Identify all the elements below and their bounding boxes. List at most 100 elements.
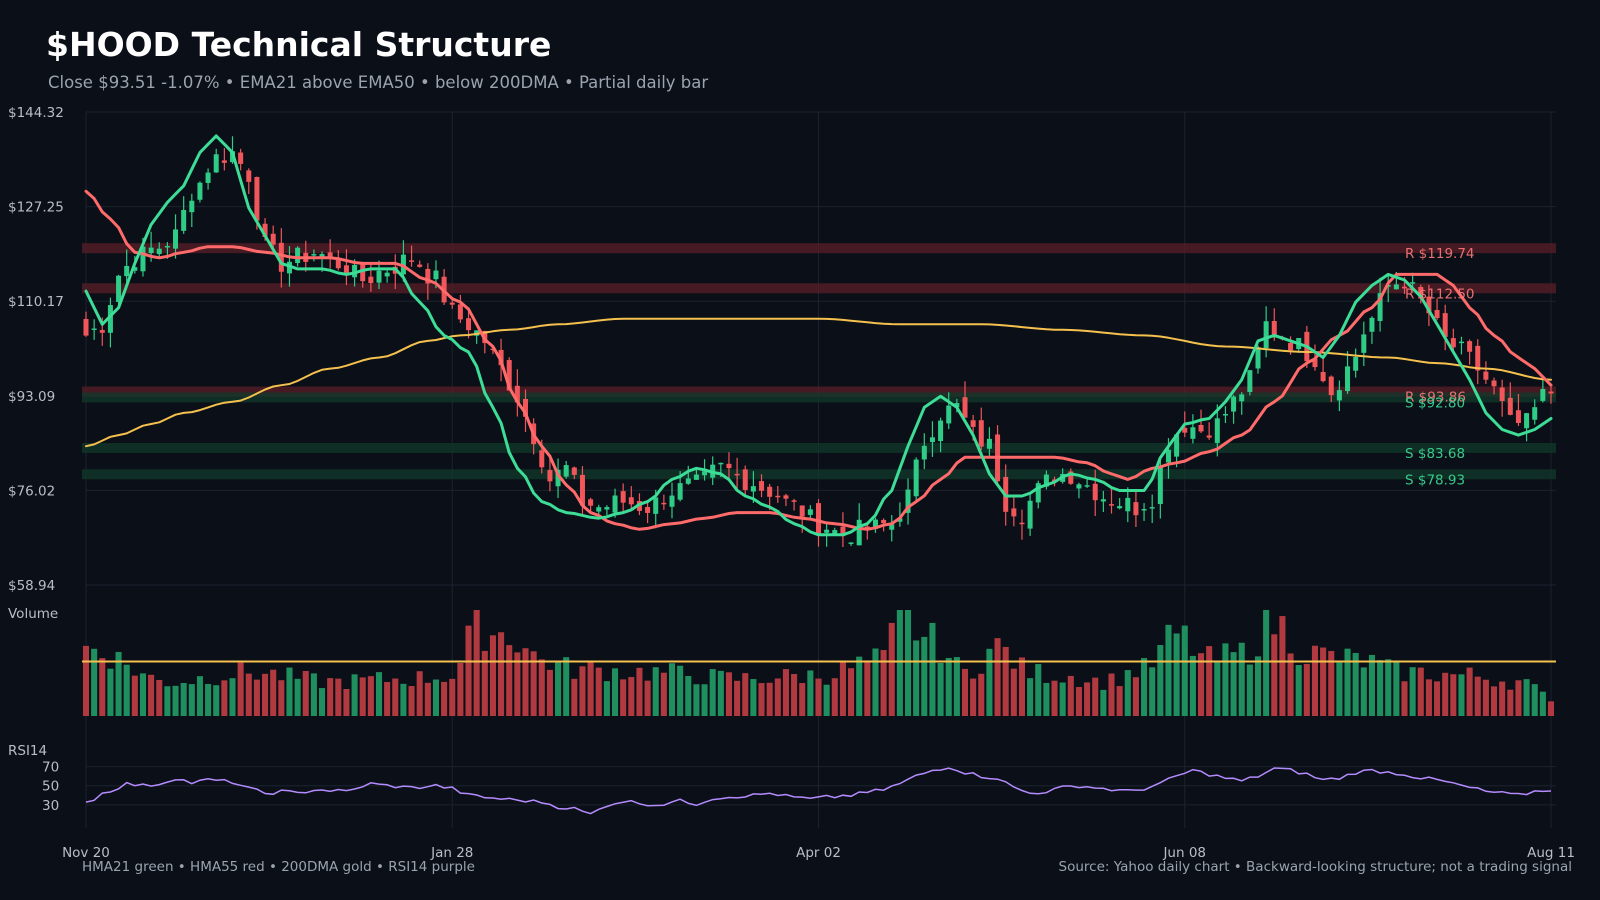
candle-body — [91, 328, 97, 330]
volume-bar — [1084, 682, 1091, 716]
volume-bar — [302, 670, 309, 716]
volume-bar — [1482, 679, 1489, 716]
candle-body — [555, 469, 561, 487]
volume-bar — [1157, 645, 1164, 716]
volume-bar — [1075, 687, 1082, 716]
volume-bar — [156, 679, 163, 716]
resistance-level-label: R $119.74 — [1405, 246, 1475, 262]
volume-bar — [1181, 625, 1188, 716]
volume-bar — [636, 667, 643, 716]
footer-legend: HMA21 green • HMA55 red • 200DMA gold • … — [82, 859, 475, 875]
support-band — [82, 442, 1556, 453]
candle-body — [775, 495, 781, 498]
resistance-band — [82, 283, 1556, 294]
candle-body — [929, 437, 935, 443]
volume-bar — [579, 666, 586, 716]
candle-body — [579, 474, 585, 506]
volume-bar — [123, 664, 130, 716]
volume-bar — [717, 670, 724, 716]
candle-body — [881, 519, 887, 524]
candle-body — [702, 471, 708, 476]
candle-body — [254, 177, 260, 221]
candle-body — [449, 302, 455, 305]
volume-bar — [563, 657, 570, 716]
candle-body — [132, 267, 138, 271]
volume-bar — [986, 648, 993, 716]
level-labels: R $119.74 R $112.50 R $93.86S $92.80 S $83.… — [1405, 246, 1475, 488]
volume-bar — [1214, 660, 1221, 716]
candle-body — [433, 270, 439, 280]
volume-bar — [799, 683, 806, 716]
volume-bar — [677, 665, 684, 716]
volume-bar — [213, 685, 220, 716]
candle-body — [1336, 390, 1342, 401]
hma21-line — [84, 134, 1553, 537]
volume-bar — [1197, 653, 1205, 716]
volume-bar — [343, 689, 350, 716]
candle-body — [946, 405, 952, 424]
volume-bar — [221, 680, 228, 716]
volume-bar — [522, 648, 529, 716]
rsi-tick-label: 70 — [42, 760, 59, 776]
candle-body — [205, 172, 211, 183]
candle-body — [872, 519, 878, 529]
candle-body — [832, 530, 838, 536]
candle-body — [840, 526, 846, 537]
date-tick-label: Jan 28 — [430, 845, 473, 861]
candle-body — [856, 519, 862, 546]
volume-bar — [587, 661, 594, 716]
volume-bar — [693, 684, 700, 716]
candle-body — [270, 233, 276, 245]
volume-bar — [872, 648, 879, 716]
volume-bar — [1547, 701, 1555, 716]
volume-bar — [498, 632, 505, 716]
volume-bar — [685, 675, 692, 716]
candle-body — [1247, 370, 1253, 393]
candle-body — [335, 259, 341, 269]
volume-bar — [310, 673, 317, 716]
candle-body — [1418, 286, 1424, 299]
support-band — [82, 469, 1556, 480]
volume-bar — [1523, 679, 1530, 716]
volume-bar — [913, 640, 920, 716]
candle-body — [83, 318, 89, 336]
candle-body — [1206, 435, 1212, 438]
candle-body — [1157, 465, 1163, 505]
volume-bar — [1385, 659, 1392, 716]
candle-body — [1499, 387, 1505, 402]
volume-bar — [725, 672, 733, 716]
volume-bar — [1051, 680, 1058, 716]
candle-body — [1027, 500, 1033, 529]
candle-body — [1442, 313, 1448, 337]
price-tick-label: $110.17 — [8, 294, 64, 310]
candle-body — [417, 264, 423, 267]
candle-body — [783, 495, 789, 499]
volume-bar — [1393, 661, 1400, 716]
volume-bar — [921, 636, 928, 716]
candle-body — [588, 499, 594, 506]
candle-body — [498, 349, 504, 366]
volume-bar — [1303, 663, 1310, 716]
volume-bar — [489, 635, 496, 716]
volume-bar — [473, 610, 480, 716]
candle-body — [1255, 347, 1261, 369]
candle-body — [1532, 407, 1538, 420]
volume-bar — [595, 667, 602, 716]
volume-bar — [318, 688, 326, 716]
volume-bar — [603, 681, 610, 716]
volume-bar — [848, 668, 855, 716]
candle-body — [1393, 284, 1399, 290]
candle-body — [1271, 320, 1277, 335]
candle-body — [221, 160, 227, 163]
candle-body — [1076, 484, 1082, 489]
volume-bar — [278, 680, 285, 716]
volume-bar — [1279, 616, 1286, 716]
volume-bar — [99, 658, 106, 716]
volume-bar — [449, 678, 456, 716]
volume-bar — [1474, 676, 1481, 716]
candle-body — [1198, 424, 1204, 432]
volume-bar — [1336, 662, 1343, 716]
volume-bar — [856, 656, 863, 716]
rsi-tick-label: 30 — [42, 798, 59, 814]
volume-bar — [1092, 677, 1099, 716]
